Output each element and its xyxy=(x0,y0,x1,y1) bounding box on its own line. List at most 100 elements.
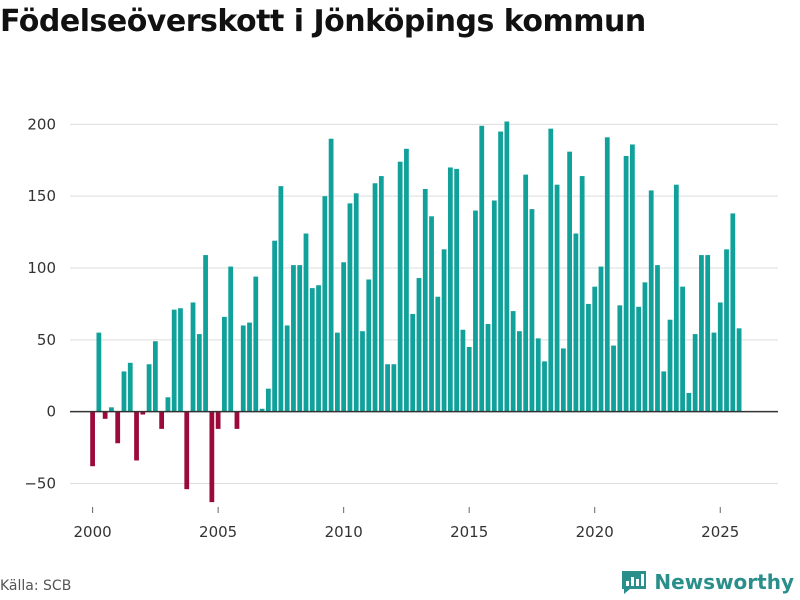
x-tick-label: 2020 xyxy=(576,523,614,541)
bar xyxy=(115,411,121,444)
bar xyxy=(529,209,535,412)
bar xyxy=(567,151,573,412)
bar xyxy=(667,319,673,412)
bar xyxy=(661,371,667,412)
bar xyxy=(102,411,108,419)
bar xyxy=(347,203,353,412)
bar xyxy=(542,361,547,412)
y-axis-ticks: 200 150 100 50 0 −50 xyxy=(24,115,56,492)
bar xyxy=(554,184,560,412)
y-tick-label: 0 xyxy=(46,403,56,421)
bar xyxy=(404,148,409,412)
bar xyxy=(240,325,246,412)
bar xyxy=(711,332,717,412)
bar xyxy=(623,155,629,412)
bar xyxy=(96,332,102,412)
bar xyxy=(473,210,478,412)
bar xyxy=(629,144,635,412)
bar xyxy=(134,411,139,461)
bar xyxy=(265,388,271,412)
x-tick-label: 2010 xyxy=(325,523,363,541)
bar xyxy=(316,285,321,412)
bar xyxy=(322,196,328,412)
bars xyxy=(90,121,742,503)
newsworthy-logo[interactable]: Newsworthy xyxy=(620,569,794,595)
bar xyxy=(303,233,309,412)
bar xyxy=(278,186,284,412)
bar xyxy=(272,240,278,412)
bar xyxy=(655,265,660,412)
x-tick-label: 2005 xyxy=(199,523,237,541)
bar xyxy=(309,288,315,412)
bar xyxy=(90,411,95,467)
bar xyxy=(642,282,648,412)
bar xyxy=(548,128,554,412)
y-tick-label: −50 xyxy=(24,474,56,492)
bar xyxy=(692,334,698,412)
bar xyxy=(504,121,510,412)
bar xyxy=(259,408,265,412)
bar xyxy=(328,138,334,412)
bar xyxy=(209,411,215,503)
bar xyxy=(165,397,171,412)
bar xyxy=(140,411,146,415)
y-tick-label: 150 xyxy=(27,187,56,205)
bar xyxy=(724,249,729,412)
bar xyxy=(717,302,723,412)
bar xyxy=(485,324,491,412)
brand-name: Newsworthy xyxy=(654,570,794,594)
x-tick-label: 2025 xyxy=(701,523,739,541)
bar xyxy=(228,266,234,412)
bar xyxy=(297,265,303,412)
y-tick-label: 50 xyxy=(37,331,56,349)
bar xyxy=(121,371,127,412)
bar xyxy=(353,193,359,412)
bar xyxy=(247,322,252,412)
bar xyxy=(611,345,616,412)
bar xyxy=(523,174,529,412)
bar xyxy=(234,411,240,429)
bar xyxy=(705,255,711,412)
bar xyxy=(341,262,347,412)
bar xyxy=(441,249,447,412)
bar xyxy=(127,362,133,412)
bar xyxy=(253,276,259,412)
bar xyxy=(686,392,692,412)
bar xyxy=(447,167,453,412)
bar xyxy=(429,216,434,412)
bar xyxy=(410,313,416,412)
bar xyxy=(222,316,227,412)
bar xyxy=(636,306,642,412)
bar xyxy=(184,411,190,490)
bar xyxy=(109,407,114,412)
x-tick-label: 2015 xyxy=(450,523,488,541)
bar xyxy=(215,411,221,429)
bar xyxy=(146,364,152,412)
bar xyxy=(372,183,378,412)
bar xyxy=(736,328,742,412)
newsworthy-logo-icon xyxy=(622,571,647,594)
bar xyxy=(491,200,497,412)
bar xyxy=(360,331,365,412)
bar xyxy=(598,266,604,412)
bar xyxy=(479,125,485,412)
y-tick-label: 200 xyxy=(27,115,56,133)
bar xyxy=(699,255,704,412)
bar xyxy=(586,303,591,412)
bar xyxy=(454,168,460,412)
y-tick-label: 100 xyxy=(27,259,56,277)
bar xyxy=(604,137,610,412)
bar xyxy=(284,325,290,412)
bar xyxy=(535,338,541,412)
x-axis-ticks: 2000 2005 2010 2015 2020 2025 xyxy=(74,507,739,541)
bar xyxy=(592,286,598,412)
bar xyxy=(159,411,165,429)
bar xyxy=(422,189,428,412)
bar xyxy=(397,161,403,412)
bar xyxy=(435,296,441,412)
bar xyxy=(196,334,202,412)
bar xyxy=(510,311,516,412)
bar xyxy=(378,176,384,412)
bar xyxy=(391,364,397,412)
